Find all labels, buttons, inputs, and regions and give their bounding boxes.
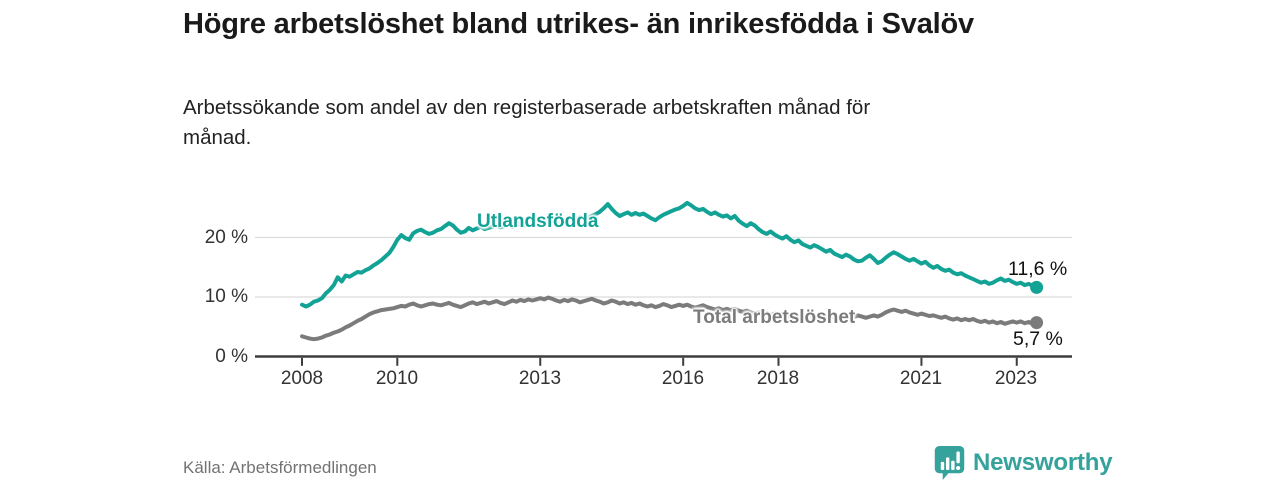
- x-axis-label-2010: 2010: [375, 368, 419, 389]
- x-axis-label-2008: 2008: [280, 368, 324, 389]
- x-axis-label-2016: 2016: [661, 368, 705, 389]
- x-axis-label-2023: 2023: [994, 368, 1038, 389]
- newsworthy-logo: Newsworthy: [933, 446, 1113, 480]
- source-note: Källa: Arbetsförmedlingen: [183, 458, 377, 477]
- newsworthy-logo-icon: [933, 446, 966, 480]
- page-subtitle: Arbetssökande som andel av den registerb…: [183, 96, 871, 149]
- y-axis-label-20: 20 %: [204, 227, 248, 248]
- end-value-total-arbetsloshet: 5,7 %: [1013, 328, 1063, 350]
- x-axis-label-2021: 2021: [899, 368, 943, 389]
- end-value-utlandsfodda: 11,6 %: [1008, 258, 1068, 280]
- series-label-total-arbetsloshet: Total arbetslöshet: [693, 307, 856, 328]
- series-line-total-arbetsloshet: [300, 295, 1039, 342]
- series-line-utlandsfodda: [300, 200, 1039, 309]
- y-axis-label-0: 0 %: [215, 346, 248, 367]
- x-axis-label-2018: 2018: [756, 368, 800, 389]
- x-axis-label-2013: 2013: [518, 368, 562, 389]
- y-axis-label-10: 10 %: [204, 286, 248, 307]
- series-end-dot-total-arbetsloshet: [1030, 316, 1044, 330]
- series-end-dot-utlandsfodda: [1030, 280, 1044, 294]
- page-title: Högre arbetslöshet bland utrikes- än inr…: [183, 8, 974, 40]
- series-label-utlandsfodda: Utlandsfödda: [477, 211, 599, 232]
- newsworthy-wordmark: Newsworthy: [973, 449, 1113, 476]
